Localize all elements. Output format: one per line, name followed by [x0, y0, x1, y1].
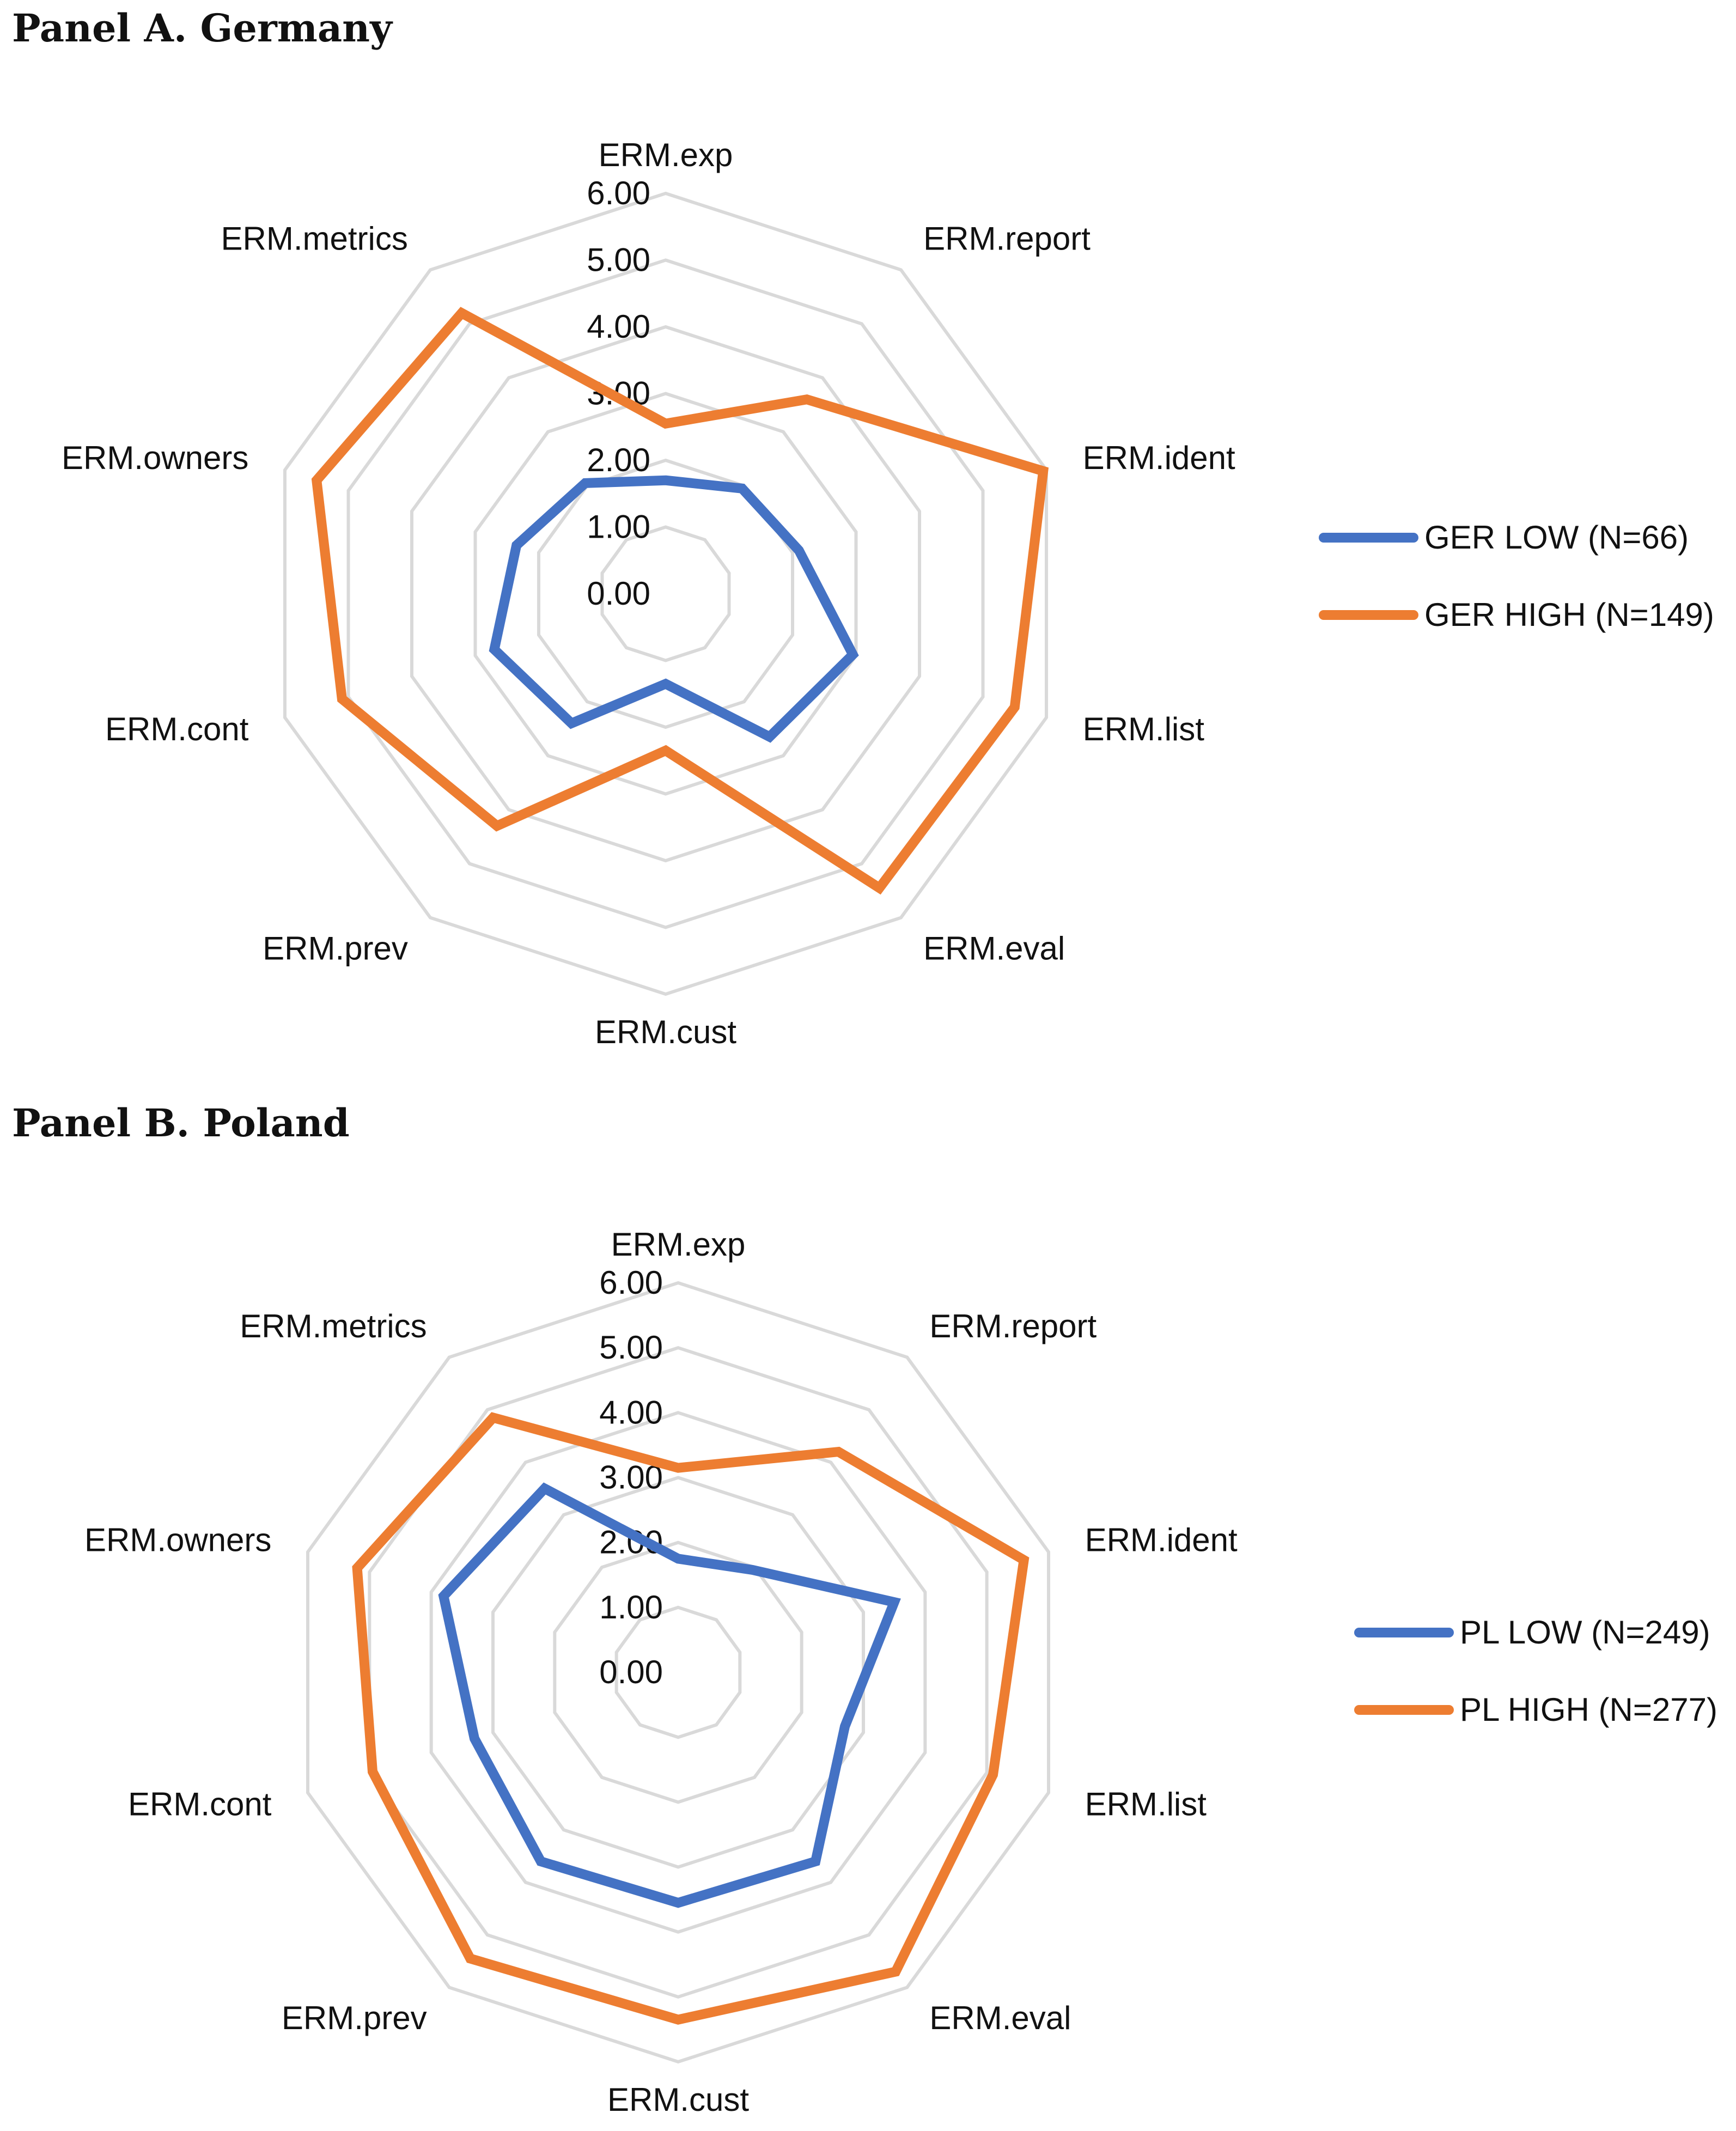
tick-label: 4.00: [599, 1394, 663, 1430]
panel-title-germany: Panel A. Germany: [12, 5, 392, 51]
series-line-pl-low-n-249: [438, 1482, 901, 1908]
grid-ring: [283, 191, 1049, 996]
axis-label-erm-prev: ERM.prev: [263, 930, 408, 966]
series-line-pl-high-n-277: [352, 1412, 1030, 2025]
grid-ring: [614, 1605, 742, 1739]
tick-label: 4.00: [587, 308, 650, 345]
grid-ring: [553, 1541, 803, 1804]
tick-label: 0.00: [587, 575, 650, 612]
tick-label: 5.00: [599, 1329, 663, 1366]
axis-label-erm-owners: ERM.owners: [62, 440, 248, 476]
radar-chart-poland: 0.001.002.003.004.005.006.00ERM.expERM.r…: [84, 1226, 1717, 2118]
legend-label: PL HIGH (N=277): [1460, 1691, 1717, 1728]
axis-label-erm-ident: ERM.ident: [1085, 1521, 1238, 1558]
grid-ring: [473, 392, 858, 796]
axis-label-erm-eval: ERM.eval: [929, 2000, 1071, 2036]
axis-label-erm-cust: ERM.cust: [595, 1014, 736, 1050]
legend-label: GER LOW (N=66): [1424, 519, 1689, 556]
axis-label-erm-prev: ERM.prev: [282, 2000, 427, 2036]
axis-label-erm-ident: ERM.ident: [1083, 440, 1235, 476]
radar-chart-germany: 0.001.002.003.004.005.006.00ERM.expERM.r…: [62, 137, 1714, 1050]
legend-label: GER HIGH (N=149): [1424, 596, 1714, 633]
tick-label: 6.00: [587, 175, 650, 211]
tick-label: 1.00: [599, 1589, 663, 1625]
tick-label: 6.00: [599, 1264, 663, 1301]
axis-label-erm-metrics: ERM.metrics: [221, 221, 407, 257]
tick-label: 5.00: [587, 242, 650, 278]
axis-label-erm-metrics: ERM.metrics: [240, 1308, 427, 1344]
series-line-ger-low-n-66: [489, 475, 859, 743]
axis-label-erm-owners: ERM.owners: [84, 1521, 271, 1558]
grid-ring: [600, 525, 731, 662]
tick-label: 1.00: [587, 509, 650, 545]
axis-label-erm-exp: ERM.exp: [599, 137, 733, 173]
axis-label-erm-cust: ERM.cust: [607, 2081, 749, 2118]
series-line-ger-high-n-149: [311, 307, 1049, 895]
axis-label-erm-report: ERM.report: [923, 221, 1091, 257]
axis-label-erm-list: ERM.list: [1083, 711, 1205, 747]
axis-label-erm-eval: ERM.eval: [923, 930, 1065, 966]
axis-label-erm-exp: ERM.exp: [611, 1226, 746, 1263]
grid-ring: [346, 258, 985, 929]
axis-label-erm-list: ERM.list: [1085, 1786, 1207, 1823]
axis-label-erm-cont: ERM.cont: [128, 1786, 272, 1823]
axis-label-erm-report: ERM.report: [929, 1308, 1097, 1344]
panel-title-poland: Panel B. Poland: [12, 1100, 350, 1146]
grid-ring: [410, 325, 922, 863]
axis-label-erm-cont: ERM.cont: [105, 711, 249, 747]
tick-label: 0.00: [599, 1654, 663, 1690]
grid-ring: [306, 1281, 1051, 2064]
tick-label: 2.00: [587, 442, 650, 478]
grid-ring: [429, 1411, 927, 1934]
legend-label: PL LOW (N=249): [1460, 1614, 1710, 1651]
grid-ring: [491, 1476, 866, 1869]
